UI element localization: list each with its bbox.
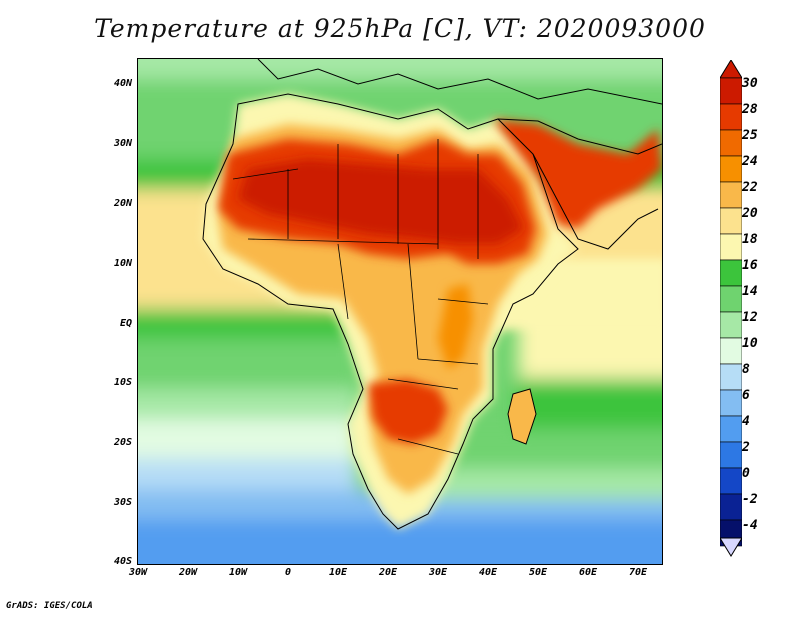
lat-label-10s: 10S bbox=[113, 377, 132, 388]
colorbar-cell bbox=[720, 259, 742, 287]
lon-label-10e: 10E bbox=[328, 567, 348, 578]
lon-label-70e: 70E bbox=[628, 567, 648, 578]
sahara-hottest bbox=[238, 159, 523, 244]
lon-label-50e: 50E bbox=[528, 567, 548, 578]
colorbar-cell bbox=[720, 389, 742, 417]
colorbar-label-minus-2: -2 bbox=[742, 492, 758, 507]
colorbar-cell bbox=[720, 467, 742, 495]
colorbar-cell bbox=[720, 441, 742, 469]
colorbar-label-18: 18 bbox=[742, 232, 758, 247]
lon-label-0: 0 bbox=[284, 567, 292, 578]
lat-label-30s: 30S bbox=[113, 497, 132, 508]
lat-label-20s: 20S bbox=[113, 437, 132, 448]
colorbar-label-0: 0 bbox=[742, 466, 750, 481]
colorbar-cell bbox=[720, 285, 742, 313]
lat-label-10n: 10N bbox=[113, 258, 132, 269]
colorbar bbox=[720, 60, 742, 557]
colorbar-cell bbox=[720, 311, 742, 339]
colorbar-cell bbox=[720, 181, 742, 209]
colorbar-label-30: 30 bbox=[742, 76, 758, 91]
colorbar-cell bbox=[720, 337, 742, 365]
arabia-outline bbox=[497, 118, 662, 250]
map-title: Temperature at 925hPa [C], VT: 202009300… bbox=[94, 14, 706, 43]
colorbar-label-10: 10 bbox=[742, 336, 758, 351]
lat-label-20n: 20N bbox=[113, 198, 132, 209]
colorbar-triangle-bottom-icon bbox=[720, 537, 742, 557]
colorbar-label-4: 4 bbox=[742, 414, 750, 429]
country-borders bbox=[232, 139, 489, 455]
colorbar-cells bbox=[720, 77, 742, 547]
colorbar-cell bbox=[720, 233, 742, 261]
colorbar-cell bbox=[720, 129, 742, 157]
colorbar-label-20: 20 bbox=[742, 206, 758, 221]
lat-label-eq: EQ bbox=[119, 318, 132, 329]
lon-label-60e: 60E bbox=[578, 567, 598, 578]
europe-outline bbox=[257, 59, 662, 105]
credit-text: GrADS: IGES/COLA bbox=[6, 601, 93, 611]
colorbar-label-6: 6 bbox=[742, 388, 750, 403]
lon-label-30e: 30E bbox=[428, 567, 448, 578]
colorbar-cell bbox=[720, 207, 742, 235]
colorbar-cell bbox=[720, 415, 742, 443]
colorbar-label-2: 2 bbox=[742, 440, 750, 455]
southern-africa-hot bbox=[368, 379, 448, 444]
colorbar-label-8: 8 bbox=[742, 362, 750, 377]
colorbar-label-24: 24 bbox=[742, 154, 758, 169]
colorbar-label-minus-4: -4 bbox=[742, 518, 758, 533]
colorbar-label-16: 16 bbox=[742, 258, 758, 273]
colorbar-label-12: 12 bbox=[742, 310, 758, 325]
lon-label-10w: 10W bbox=[228, 567, 248, 578]
colorbar-triangle-top-icon bbox=[720, 60, 742, 79]
lat-label-40n: 40N bbox=[113, 78, 132, 89]
arabia-hot bbox=[493, 119, 662, 229]
colorbar-cell bbox=[720, 493, 742, 521]
lat-label-30n: 30N bbox=[113, 138, 132, 149]
madagascar bbox=[507, 388, 537, 445]
lon-label-20e: 20E bbox=[378, 567, 398, 578]
colorbar-cell bbox=[720, 103, 742, 131]
colorbar-label-25: 25 bbox=[742, 128, 758, 143]
colorbar-cell bbox=[720, 155, 742, 183]
colorbar-cell bbox=[720, 77, 742, 105]
lon-label-20w: 20W bbox=[178, 567, 198, 578]
coastline bbox=[202, 93, 579, 530]
lat-label-40s: 40S bbox=[113, 556, 132, 567]
colorbar-label-14: 14 bbox=[742, 284, 758, 299]
colorbar-cell bbox=[720, 363, 742, 391]
lon-label-30w: 30W bbox=[128, 567, 148, 578]
lon-label-40e: 40E bbox=[478, 567, 498, 578]
colorbar-label-22: 22 bbox=[742, 180, 758, 195]
temperature-map bbox=[137, 58, 663, 565]
colorbar-label-28: 28 bbox=[742, 102, 758, 117]
east-africa-highland bbox=[438, 284, 473, 369]
